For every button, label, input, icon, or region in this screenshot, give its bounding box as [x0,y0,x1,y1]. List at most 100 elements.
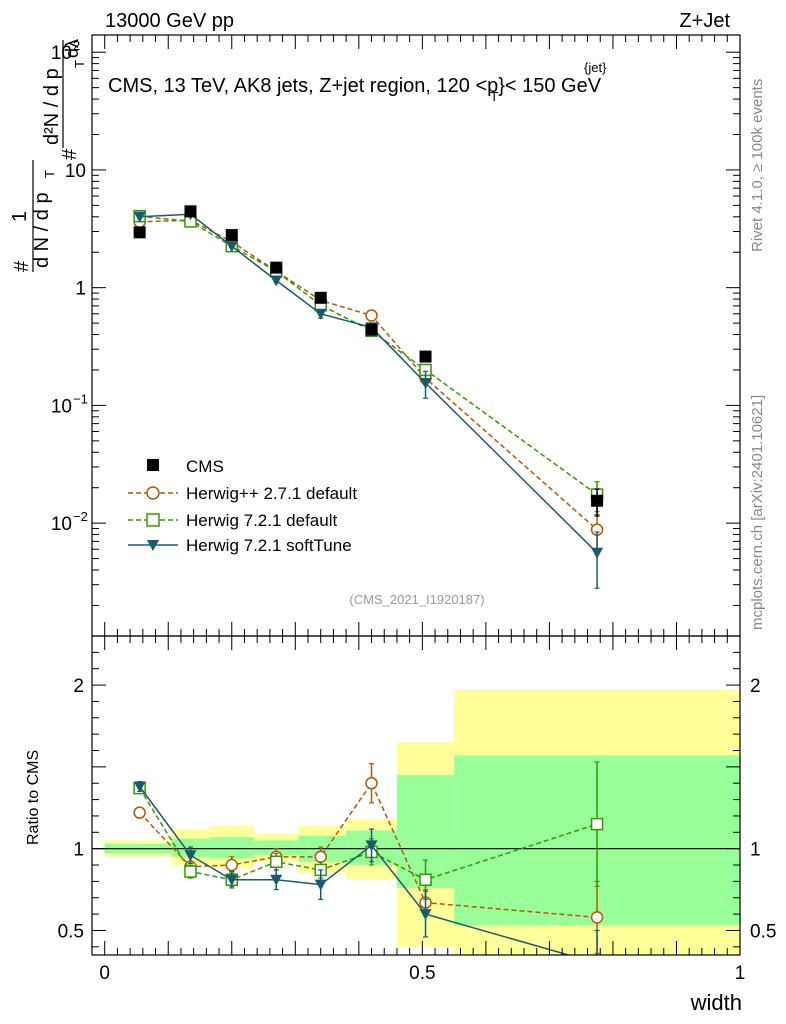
ratio-ytick-label-right-0: 2 [750,676,761,697]
rivet-label: Rivet 4.1.0, ≥ 100k events [749,79,766,252]
point-cms-4 [314,291,327,304]
ratio-point-soft-4 [314,879,327,891]
ratio-series-soft [133,780,600,955]
header-left: 13000 GeV pp [105,10,234,32]
xtick-label-0: 0 [99,963,110,984]
ratio-ytick-label-0: 2 [73,676,84,697]
band-green-2 [209,837,254,859]
main-ytick-label-base-2: 1 [75,279,86,300]
series-line-soft [139,213,598,554]
main-ytick-label-3: 10 [51,396,72,417]
ylabel-hash-1: # [11,260,33,272]
ratio-point-hpp-2 [225,858,239,872]
ratio-line-soft [139,786,572,955]
point-cms-5 [365,323,378,336]
legend-label-cms: CMS [186,457,224,476]
band-green-3 [254,840,299,856]
ratio-point-hpp-5 [365,776,378,790]
legend-label-soft: Herwig 7.2.1 softTune [186,536,352,555]
analysis-id: (CMS_2021_I1920187) [349,592,484,607]
ratio-point-soft-5 [365,840,378,852]
main-ytick-label-base-3: 10 [51,396,72,417]
ratio-point-h72-3 [269,855,283,869]
main-ytick-label-exp-0: 2 [73,38,80,53]
ylabel-frac-den: d N / d p [31,192,53,268]
main-ytick-label-0: 10 [51,43,72,64]
main-ytick-label-base-4: 10 [51,514,72,535]
legend-label-hpp: Herwig++ 2.7.1 default [186,484,357,503]
header-right: Z+Jet [679,10,730,32]
plot-title-main: CMS, 13 TeV, AK8 jets, Z+jet region, 120… [108,75,498,97]
legend-marker-hpp [146,486,160,500]
plot-title: CMS, 13 TeV, AK8 jets, Z+jet region, 120… [108,75,602,104]
ratio-point-soft-1 [184,850,197,862]
series-soft [133,209,604,589]
series-line-hpp [139,219,598,531]
point-soft-0 [133,211,146,223]
series-cms [133,205,604,517]
point-soft-3 [270,275,283,287]
point-hpp-5 [365,309,378,322]
legend-item-h72: Herwig 7.2.1 default [128,511,337,530]
ylabel-main: d²N / d p [41,68,63,145]
main-ytick-label-1: 10 [65,161,86,182]
point-cms-0 [133,226,146,239]
legend-marker-cms [147,459,159,471]
ylabel-hash-2: # [59,148,81,160]
series-line-h72 [139,215,598,496]
plot-title-sup: {jet} [584,60,607,75]
point-soft-6 [419,377,432,389]
ratio-frame [91,635,741,956]
ratio-ytick-label-right-2: 0.5 [750,921,776,942]
ratio-ytick-label-1: 1 [73,840,84,861]
ratio-ytick-label-2: 0.5 [58,921,84,942]
ratio-line-hpp [139,781,598,919]
point-cms-6 [419,350,432,363]
legend: CMS Herwig++ 2.7.1 default Herwig 7.2.1 … [128,457,357,555]
ratio-point-hpp-7 [590,911,604,924]
main-ytick-label-base-1: 10 [65,161,86,182]
plot-title-end: }< 150 GeV [498,75,602,97]
main-y-axis-label: # d N / d p T 1 # d²N / d p T dλ [9,39,87,272]
ratio-line-h72 [139,787,598,881]
legend-label-h72: Herwig 7.2.1 default [186,511,337,530]
legend-item-hpp: Herwig++ 2.7.1 default [128,484,357,503]
ratio-point-h72-6 [419,873,432,886]
main-plot [133,205,604,589]
legend-marker-soft [147,540,159,551]
ratio-point-hpp-4 [314,850,327,864]
ratio-ytick-label-right-1: 1 [750,840,761,861]
ratio-point-soft-3 [270,874,283,886]
ratio-point-soft-2 [225,874,238,886]
main-ytick-label-4: 10 [51,514,72,535]
plot-title-sub: T [490,89,498,104]
point-soft-7 [591,547,604,559]
legend-item-soft: Herwig 7.2.1 softTune [128,536,352,555]
ratio-plot [92,761,740,955]
ratio-point-soft-6 [419,909,432,921]
main-ytick-label-base-0: 10 [51,43,72,64]
main-ytick-label-exp-3: −1 [73,391,88,406]
xtick-label-1: 0.5 [409,963,435,984]
main-ytick-label-exp-4: −2 [73,509,88,524]
ratio-bands [104,689,740,955]
main-ytick-label-2: 1 [75,279,86,300]
ylabel-frac-num: 1 [9,211,31,222]
legend-marker-h72 [146,513,160,527]
mcplots-label: mcplots.cern.ch [arXiv:2401.10621] [749,395,766,630]
point-cms-3 [270,261,283,274]
ratio-point-h72-1 [184,865,197,878]
ylabel-main-sub: T [72,60,87,68]
ratio-point-h72-7 [590,817,604,831]
point-soft-2 [225,241,238,253]
ylabel-frac-sub: T [42,170,57,178]
point-cms-2 [225,229,238,242]
legend-item-cms: CMS [147,457,224,476]
point-soft-4 [314,308,327,320]
point-cms-7 [591,494,604,507]
ratio-y-axis-label: Ratio to CMS [25,750,42,845]
x-axis-label: width [690,990,742,1015]
ylabel-dl: dλ [62,39,82,58]
